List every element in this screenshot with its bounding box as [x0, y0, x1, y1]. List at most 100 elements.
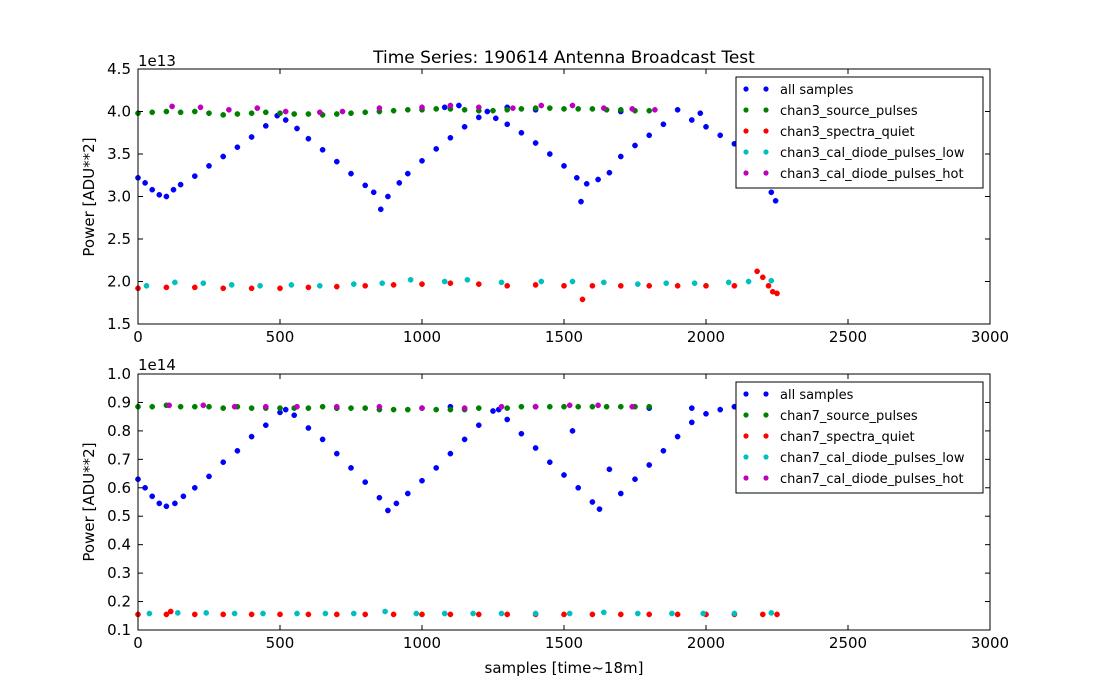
data-point — [759, 274, 766, 281]
data-point — [248, 110, 255, 117]
data-point — [617, 153, 624, 160]
data-point — [419, 477, 425, 484]
data-point — [203, 610, 210, 616]
legend-marker — [763, 86, 769, 92]
data-point — [206, 473, 212, 480]
data-point — [774, 611, 780, 618]
data-point — [390, 107, 397, 114]
data-point — [700, 610, 707, 617]
data-point — [498, 279, 505, 286]
data-point — [697, 110, 704, 117]
data-point — [595, 176, 601, 183]
data-point — [362, 405, 369, 411]
x-tick-label: 2500 — [829, 328, 867, 346]
data-point — [532, 610, 539, 617]
data-point — [396, 180, 403, 186]
y-tick-label: 1.0 — [107, 365, 131, 383]
data-point — [333, 283, 340, 290]
data-point — [419, 104, 425, 111]
data-point — [206, 403, 212, 410]
data-point — [561, 472, 567, 478]
data-point — [228, 282, 235, 288]
data-point — [754, 268, 760, 275]
data-point — [447, 134, 454, 141]
chart-title: Time Series: 190614 Antenna Broadcast Te… — [372, 48, 755, 68]
data-point — [703, 282, 709, 289]
data-point — [532, 105, 539, 111]
data-point — [200, 280, 207, 287]
data-point — [333, 158, 340, 165]
x-tick-label: 0 — [133, 328, 143, 346]
data-point — [518, 403, 525, 410]
x-tick-label: 1500 — [545, 634, 583, 652]
data-point — [538, 278, 545, 285]
data-point — [532, 282, 539, 288]
data-point — [492, 115, 499, 122]
data-point — [149, 403, 156, 410]
data-point — [589, 499, 596, 505]
legend-marker — [763, 454, 769, 460]
y-axis-label-bottom: Power [ADU**2] — [80, 442, 98, 561]
y-tick-label: 3.5 — [107, 145, 131, 163]
data-point — [589, 611, 596, 618]
legend-marker — [763, 170, 769, 176]
data-point — [248, 134, 255, 140]
data-point — [532, 403, 539, 410]
data-point — [319, 146, 326, 153]
data-point — [333, 450, 340, 457]
data-point — [254, 105, 261, 111]
legend-box — [735, 381, 984, 494]
data-point — [759, 611, 766, 618]
data-point — [362, 182, 369, 189]
x-tick-label: 1500 — [545, 328, 583, 346]
data-point — [600, 609, 607, 616]
data-point — [433, 406, 440, 413]
data-point — [575, 484, 582, 491]
legend-marker — [743, 149, 749, 155]
legend-marker — [763, 128, 769, 134]
data-point — [376, 105, 383, 111]
data-point — [404, 170, 411, 177]
data-point — [606, 466, 613, 473]
data-point — [348, 110, 354, 117]
legend-label: chan7_cal_diode_pulses_low — [780, 451, 965, 466]
data-point — [566, 610, 573, 617]
data-point — [142, 484, 148, 491]
data-point — [362, 282, 369, 289]
data-point — [260, 610, 266, 617]
data-point — [288, 282, 295, 288]
x-tick-label: 3000 — [971, 634, 1009, 652]
x-tick-label: 1000 — [403, 328, 441, 346]
legend-marker — [763, 391, 769, 397]
data-point — [768, 189, 775, 196]
data-point — [163, 284, 170, 291]
data-point — [475, 281, 482, 287]
data-point — [646, 611, 653, 618]
data-point — [404, 406, 411, 413]
data-point — [447, 611, 454, 618]
y-tick-label: 0.6 — [107, 479, 131, 497]
data-point — [731, 282, 738, 289]
data-point — [379, 280, 386, 287]
data-point — [385, 193, 391, 200]
y-tick-label: 0.1 — [107, 621, 131, 639]
data-point — [504, 405, 511, 411]
legend-marker — [763, 149, 769, 155]
data-point — [504, 106, 511, 113]
y-tick-label: 4.0 — [107, 103, 131, 121]
data-point — [433, 146, 440, 152]
legend-label: chan3_cal_diode_pulses_low — [780, 146, 965, 161]
x-tick-label: 1000 — [403, 634, 441, 652]
data-point — [575, 106, 582, 112]
x-tick-label: 2000 — [687, 634, 725, 652]
legend-label: chan7_source_pulses — [780, 409, 918, 424]
data-point — [156, 500, 163, 507]
data-point — [191, 284, 198, 291]
data-point — [348, 465, 354, 471]
legend-label: all samples — [780, 388, 854, 403]
data-point — [569, 278, 576, 285]
data-point — [234, 144, 241, 151]
data-point — [652, 106, 658, 113]
data-point — [589, 282, 596, 289]
data-point — [595, 402, 601, 409]
